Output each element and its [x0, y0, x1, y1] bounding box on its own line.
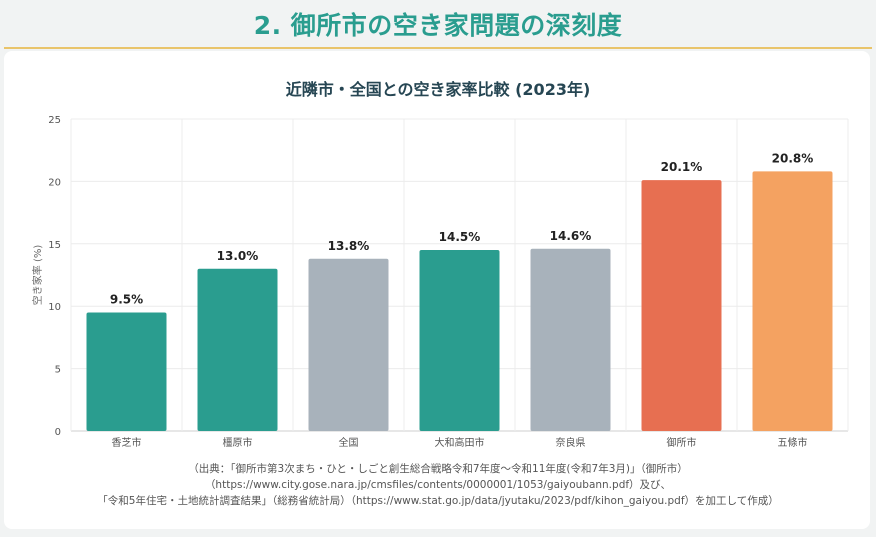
- bar-value-label: 9.5%: [110, 292, 143, 306]
- x-axis: 香芝市 橿原市 全国 大和高田市 奈良県 御所市 五條市: [112, 436, 808, 449]
- source-line-2: （https://www.city.gose.nara.jp/cmsfiles/…: [204, 479, 672, 491]
- bar: [197, 268, 278, 431]
- y-tick-label: 15: [48, 240, 61, 251]
- source-line-1: （出典：「御所市第3次まち・ひと・しごと創生総合戦略令和7年度～令和11年度(令…: [188, 463, 688, 475]
- bar: [419, 250, 500, 431]
- x-tick-label: 大和高田市: [435, 436, 485, 449]
- x-tick-label: 香芝市: [112, 436, 142, 449]
- bar-value-label: 14.5%: [439, 230, 481, 244]
- y-tick-label: 25: [48, 115, 61, 126]
- bar-value-label: 13.8%: [328, 239, 370, 253]
- value-labels: 9.5% 13.0% 13.8% 14.5% 14.6% 20.1% 20.8%: [110, 151, 813, 306]
- bar-value-label: 14.6%: [550, 229, 592, 243]
- bar: [308, 258, 389, 431]
- bar: [641, 180, 722, 431]
- chart-title: 近隣市・全国との空き家率比較 (2023年): [285, 80, 591, 99]
- y-tick-label: 0: [55, 427, 61, 438]
- title-divider: [4, 47, 872, 49]
- y-tick-label: 5: [55, 365, 61, 376]
- source-line-3: 「令和5年住宅・土地統計調査結果」（総務省統計局）（https://www.st…: [97, 495, 779, 507]
- x-tick-label: 橿原市: [223, 436, 253, 449]
- bar-value-label: 20.1%: [661, 160, 703, 174]
- bar: [752, 171, 833, 431]
- y-axis: 0 5 10 15 20 25: [48, 115, 61, 438]
- y-tick-label: 10: [48, 302, 61, 313]
- bar: [86, 312, 167, 431]
- bar: [530, 248, 611, 431]
- x-tick-label: 五條市: [778, 436, 808, 449]
- x-tick-label: 御所市: [667, 436, 697, 449]
- bars: [86, 171, 833, 431]
- x-tick-label: 全国: [339, 436, 359, 449]
- y-tick-label: 20: [48, 177, 61, 188]
- bar-value-label: 20.8%: [772, 151, 814, 165]
- source-note: （出典：「御所市第3次まち・ひと・しごと創生総合戦略令和7年度～令和11年度(令…: [0, 461, 876, 509]
- page-title: 2. 御所市の空き家問題の深刻度: [253, 11, 623, 40]
- bar-value-label: 13.0%: [217, 249, 259, 263]
- x-tick-label: 奈良県: [556, 436, 586, 449]
- y-axis-label: 空き家率 (%): [31, 245, 44, 306]
